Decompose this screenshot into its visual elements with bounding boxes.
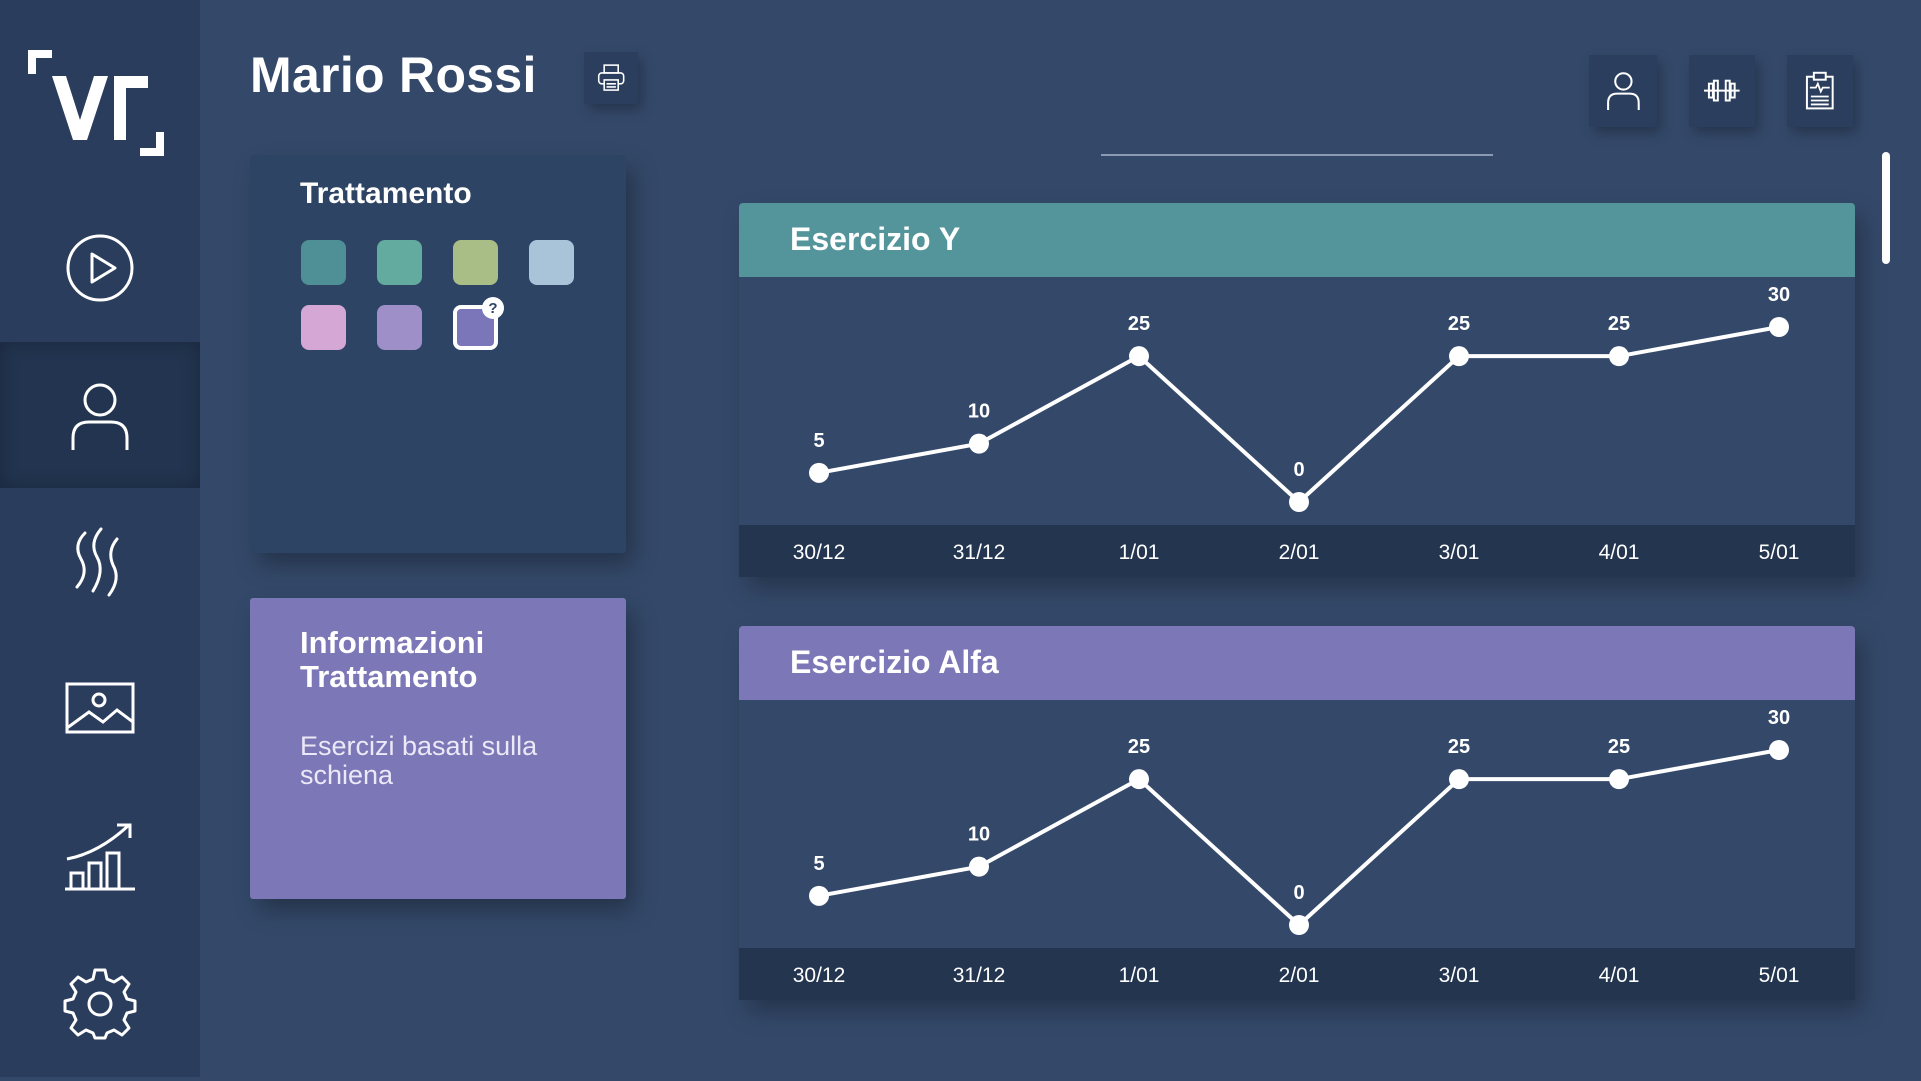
sidebar-item-user[interactable] [0,342,200,488]
data-point[interactable] [969,856,989,877]
data-label: 5 [813,430,824,452]
exercise-button[interactable] [1689,55,1755,127]
x-tick-label: 4/01 [1599,964,1640,987]
scrollbar-thumb[interactable] [1882,152,1890,264]
sidebar-item-stats[interactable] [0,783,200,929]
bar-chart-trend-icon [65,823,135,891]
treatment-swatch[interactable] [529,240,574,285]
data-point[interactable] [969,433,989,454]
x-axis-band [739,525,1855,577]
treatment-swatch[interactable] [377,240,422,285]
data-point[interactable] [1289,492,1309,512]
data-label: 30 [1768,707,1790,729]
play-icon [66,234,134,302]
vr-logo [28,50,164,156]
data-label: 25 [1128,736,1150,758]
data-label: 25 [1128,313,1150,335]
x-tick-label: 31/12 [953,964,1006,987]
info-title: Informazioni Trattamento [300,625,485,694]
x-tick-label: 30/12 [793,964,846,987]
x-tick-label: 2/01 [1279,964,1320,987]
x-axis-band [739,948,1855,1000]
sidebar-item-heat[interactable] [0,489,200,635]
chart-header: Esercizio Alfa [739,626,1855,700]
question-badge: ? [482,297,504,319]
clipboard-icon [1806,72,1834,110]
line-chart: 5 30/12 10 31/12 25 1/01 0 2/01 25 3/01 25 4/01 30 5/… [739,707,1855,1000]
print-button[interactable] [584,52,638,104]
data-point[interactable] [809,462,829,483]
treatment-swatch[interactable] [377,305,422,350]
chart-panel: Esercizio Alfa 5 30/12 10 31/12 25 1/01 0 2/01 2… [739,626,1855,1000]
treatment-swatch[interactable] [453,240,498,285]
x-tick-label: 30/12 [793,541,846,564]
data-point[interactable] [1609,769,1629,790]
x-tick-label: 5/01 [1759,541,1800,564]
x-tick-label: 2/01 [1279,541,1320,564]
data-point[interactable] [1449,769,1469,790]
profile-button[interactable] [1589,55,1657,127]
data-label: 25 [1448,736,1470,758]
data-point[interactable] [1129,346,1149,367]
data-label: 5 [813,853,824,875]
data-label: 10 [968,824,990,846]
sidebar-item-settings[interactable] [0,930,200,1076]
data-label: 10 [968,401,990,423]
x-tick-label: 5/01 [1759,964,1800,987]
info-description: Esercizi basati sulla schiena [300,731,538,790]
user-icon [1606,72,1640,111]
report-button[interactable] [1787,55,1853,127]
heat-waves-icon [75,527,119,597]
chart-header: Esercizio Y [739,203,1855,277]
treatment-swatch[interactable] [301,305,346,350]
data-label: 25 [1448,313,1470,335]
data-point[interactable] [1609,346,1629,367]
header-divider [1101,154,1493,156]
data-point[interactable] [1129,769,1149,790]
x-tick-label: 31/12 [953,541,1006,564]
gear-icon [63,968,137,1040]
x-tick-label: 4/01 [1599,541,1640,564]
dumbbell-icon [1704,80,1740,102]
x-tick-label: 1/01 [1119,964,1160,987]
chart-title: Esercizio Y [790,221,961,257]
data-point[interactable] [1769,317,1789,337]
x-tick-label: 3/01 [1439,541,1480,564]
printer-icon [597,64,625,92]
image-icon [65,682,135,734]
info-card: Informazioni Trattamento Esercizi basati… [250,598,626,899]
data-point[interactable] [1449,346,1469,367]
sidebar-item-play[interactable] [0,195,200,341]
patient-name: Mario Rossi [250,47,537,103]
treatment-card: Trattamento [250,155,626,553]
line-chart: 5 30/12 10 31/12 25 1/01 0 2/01 25 3/01 25 4/01 30 5/… [739,284,1855,577]
chart-panel: Esercizio Y 5 30/12 10 31/12 25 1/01 0 2/01 25 3/… [739,203,1855,577]
treatment-swatch[interactable] [301,240,346,285]
data-point[interactable] [1289,915,1309,935]
x-tick-label: 1/01 [1119,541,1160,564]
data-label: 0 [1293,882,1304,904]
chart-title: Esercizio Alfa [790,644,999,680]
user-icon [71,383,129,450]
x-tick-label: 3/01 [1439,964,1480,987]
sidebar [0,0,200,1077]
data-label: 25 [1608,313,1630,335]
data-label: 30 [1768,284,1790,306]
data-label: 0 [1293,459,1304,481]
data-point[interactable] [1769,740,1789,760]
treatment-title: Trattamento [300,177,472,210]
data-label: 25 [1608,736,1630,758]
data-point[interactable] [809,885,829,906]
sidebar-item-image[interactable] [0,636,200,782]
